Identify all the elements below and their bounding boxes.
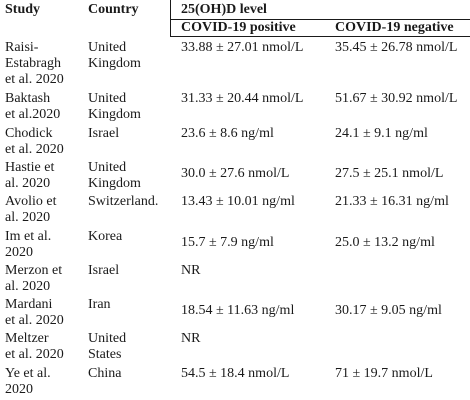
header-covid-positive: COVID-19 positive	[181, 20, 296, 35]
row-4-positive: 30.0 ± 27.6 nmol/L	[181, 166, 290, 181]
row-10-country: China	[88, 366, 122, 381]
row-6-positive: 15.7 ± 7.9 ng/ml	[181, 235, 274, 250]
row-3-study: Chodick et al. 2020	[5, 126, 64, 157]
row-2-study: Baktash et al.2020	[5, 91, 61, 122]
row-6-study: Im et al. 2020	[5, 229, 52, 260]
row-4-country: United Kingdom	[88, 160, 141, 191]
row-4-negative: 27.5 ± 25.1 nmol/L	[335, 166, 444, 181]
header-covid-negative: COVID-19 negative	[335, 20, 454, 35]
row-5-positive: 13.43 ± 10.01 ng/ml	[181, 194, 295, 209]
row-10-positive: 54.5 ± 18.4 nmol/L	[181, 366, 290, 381]
header-study: Study	[5, 2, 41, 17]
row-1-negative: 35.45 ± 26.78 nmol/L	[335, 40, 458, 55]
row-1-positive: 33.88 ± 27.01 nmol/L	[181, 40, 304, 55]
row-10-study: Ye et al. 2020	[5, 366, 51, 397]
row-2-negative: 51.67 ± 30.92 nmol/L	[335, 91, 458, 106]
header-group-rule	[170, 19, 470, 20]
row-2-positive: 31.33 ± 20.44 nmol/L	[181, 91, 304, 106]
row-9-country: United States	[88, 331, 127, 362]
row-4-study: Hastie et al. 2020	[5, 160, 55, 191]
row-9-positive: NR	[181, 331, 201, 346]
row-9-study: Meltzer et al. 2020	[5, 331, 64, 362]
header-bottom-rule	[170, 36, 470, 37]
row-6-negative: 25.0 ± 13.2 ng/ml	[335, 235, 435, 250]
row-10-negative: 71 ± 19.7 nmol/L	[335, 366, 433, 381]
row-5-negative: 21.33 ± 16.31 ng/ml	[335, 194, 449, 209]
row-3-country: Israel	[88, 126, 120, 141]
header-country: Country	[88, 2, 139, 17]
row-7-study: Merzon et al. 2020	[5, 263, 63, 294]
row-3-negative: 24.1 ± 9.1 ng/ml	[335, 126, 428, 141]
row-5-country: Switzerland.	[88, 194, 159, 209]
row-8-study: Mardani et al. 2020	[5, 297, 64, 328]
row-3-positive: 23.6 ± 8.6 ng/ml	[181, 126, 274, 141]
row-7-country: Israel	[88, 263, 120, 278]
row-8-country: Iran	[88, 297, 111, 312]
row-8-positive: 18.54 ± 11.63 ng/ml	[181, 303, 295, 318]
header-25ohd-level: 25(OH)D level	[181, 2, 267, 17]
row-8-negative: 30.17 ± 9.05 ng/ml	[335, 303, 442, 318]
row-5-study: Avolio et al. 2020	[5, 194, 57, 225]
row-1-study: Raisi- Estabragh et al. 2020	[5, 40, 64, 87]
row-1-country: United Kingdom	[88, 40, 141, 71]
row-7-positive: NR	[181, 263, 201, 278]
header-separator-left	[170, 0, 171, 36]
row-6-country: Korea	[88, 229, 123, 244]
row-2-country: United Kingdom	[88, 91, 141, 122]
